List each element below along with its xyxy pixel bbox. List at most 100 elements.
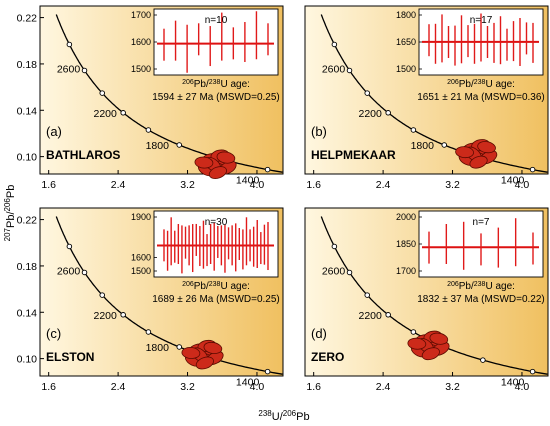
analysis-ellipse: [195, 356, 214, 370]
sample-name: ZERO: [311, 350, 344, 364]
x-tick-label: 2.4: [111, 381, 126, 393]
concordia-age-label: 2200: [94, 310, 118, 322]
concordia-age-marker: [385, 312, 391, 318]
analysis-ellipse: [203, 341, 223, 355]
inset-age-text: 1594 ± 27 Ma (MSWD=0.25): [152, 92, 280, 103]
sample-name: HELPMEKAAR: [311, 148, 396, 162]
inset-y-tick-label: 1800: [396, 10, 416, 20]
analysis-ellipse: [477, 141, 496, 154]
age-inset: 1700 1600 1500 n=10: [131, 8, 279, 76]
y-tick-label: 0.14: [17, 307, 38, 319]
concordia-age-marker: [441, 142, 448, 148]
concordia-age-marker: [364, 292, 370, 298]
concordia-age-marker: [99, 292, 105, 298]
x-tick-label: 3.2: [180, 381, 195, 393]
panel-d: 26002200180014001.62.43.24.0(d)ZERO20001…: [304, 207, 549, 393]
analysis-ellipse: [429, 332, 449, 345]
concordia-age-marker: [364, 90, 370, 96]
concordia-age-marker: [346, 269, 353, 276]
analysis-ellipse: [181, 347, 201, 359]
inset-age-text: 1832 ± 37 Ma (MSWD=0.22): [417, 294, 545, 305]
inset-y-tick-label: 1500: [131, 266, 151, 276]
concordia-age-label: 2200: [94, 108, 118, 120]
x-tick-label: 2.4: [376, 179, 391, 191]
concordia-age-marker: [176, 344, 183, 350]
y-tick-label: 0.10: [17, 354, 38, 366]
concordia-age-label: 1800: [146, 342, 170, 354]
concordia-age-marker: [480, 357, 486, 363]
analysis-ellipse: [421, 347, 440, 361]
inset-age-text: 1651 ± 21 Ma (MSWD=0.36): [417, 92, 545, 103]
panel-b: 2600 2200 1800 1400 1.6 2.4 3.2 4.0 (b) HELPMEKAA…: [304, 5, 549, 191]
inset-y-tick-label: 1900: [131, 212, 151, 222]
concordia-age-label: 2600: [322, 63, 346, 75]
concordia-age-marker: [120, 110, 126, 116]
concordia-age-label: 1400: [501, 377, 525, 389]
y-tick-label: 0.22: [17, 215, 38, 227]
x-tick-label: 3.2: [445, 381, 460, 393]
x-tick-label: 1.6: [41, 381, 56, 393]
concordia-age-marker: [331, 243, 338, 250]
concordia-age-label: 1400: [501, 175, 525, 187]
analysis-ellipse: [455, 146, 474, 159]
inset-y-tick-label: 1700: [131, 10, 151, 20]
x-tick-label: 3.2: [180, 179, 195, 191]
concordia-age-marker: [346, 67, 353, 74]
inset-n-label: n=30: [205, 217, 228, 228]
x-tick-label: 2.4: [376, 381, 391, 393]
concordia-age-marker: [145, 127, 152, 133]
x-axis-label: 238U/206Pb: [258, 409, 309, 423]
inset-y-tick-label: 1650: [396, 37, 416, 47]
concordia-age-label: 2600: [57, 265, 81, 277]
inset-age-text: 1689 ± 26 Ma (MSWD=0.25): [152, 294, 280, 305]
concordia-age-marker: [529, 368, 536, 375]
inset-title: 206Pb/238U age:: [447, 79, 515, 90]
concordia-age-marker: [120, 312, 126, 318]
inset-y-tick-label: 1600: [131, 37, 151, 47]
concordia-age-marker: [385, 110, 391, 116]
concordia-age-marker: [529, 166, 536, 173]
concordia-age-label: 1400: [236, 175, 260, 187]
y-tick-label: 0.18: [17, 59, 38, 71]
concordia-age-marker: [410, 127, 417, 133]
y-tick-label: 0.14: [17, 105, 38, 117]
concordia-age-label: 2200: [359, 108, 383, 120]
concordia-age-label: 1400: [236, 377, 260, 389]
panel-c: 2600 2200 1800 1400 1.6 2.4 3.2 4.0 0.10 0.14 0.18…: [17, 207, 284, 393]
analysis-ellipse: [194, 156, 214, 169]
analysis-ellipse: [208, 166, 227, 179]
x-tick-label: 4.0: [250, 381, 265, 393]
concordia-age-marker: [81, 67, 88, 74]
concordia-age-label: 1800: [146, 140, 170, 152]
concordia-age-marker: [264, 368, 271, 375]
inset-n-label: n=7: [473, 217, 490, 228]
inset-frame: [153, 8, 279, 76]
x-tick-label: 4.0: [250, 179, 265, 191]
inset-n-label: n=17: [470, 15, 493, 26]
x-tick-label: 2.4: [111, 179, 126, 191]
sample-name: ELSTON: [46, 350, 94, 364]
inset-y-tick-label: 1850: [396, 239, 416, 249]
concordia-age-marker: [331, 41, 338, 48]
panel-letter: (c): [46, 326, 61, 341]
sample-name: BATHLAROS: [46, 148, 120, 162]
concordia-age-label: 2600: [322, 265, 346, 277]
analysis-ellipse: [216, 151, 236, 164]
concordia-age-marker: [145, 329, 152, 335]
inset-y-tick-label: 1500: [131, 64, 151, 74]
y-tick-label: 0.22: [17, 13, 38, 25]
inset-y-tick-label: 1700: [396, 266, 416, 276]
concordia-age-marker: [66, 243, 73, 250]
y-tick-label: 0.18: [17, 261, 38, 273]
concordia-age-marker: [264, 166, 271, 173]
x-tick-label: 4.0: [515, 179, 530, 191]
inset-title: 206Pb/238U age:: [182, 281, 250, 292]
y-axis-label: 207Pb/206Pb: [3, 185, 17, 242]
inset-y-tick-label: 1500: [396, 64, 416, 74]
concordia-age-marker: [410, 329, 417, 335]
concordia-age-marker: [81, 269, 88, 276]
x-tick-label: 1.6: [306, 179, 321, 191]
x-tick-label: 4.0: [515, 381, 530, 393]
inset-y-tick-label: 2000: [396, 212, 416, 222]
